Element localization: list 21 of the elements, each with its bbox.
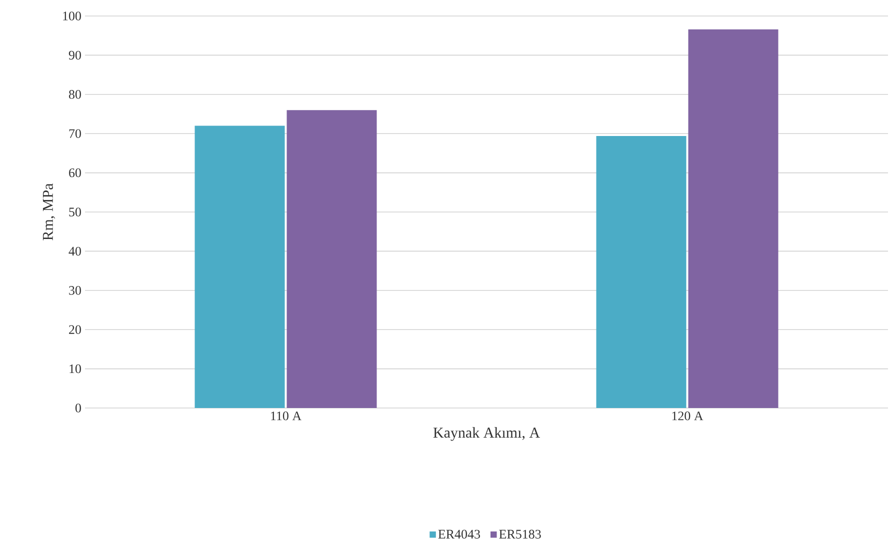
bar (194, 126, 285, 408)
legend-label: ER4043 (438, 530, 480, 539)
y-tick-label: 80 (68, 90, 81, 99)
legend-label: ER5183 (499, 530, 541, 539)
x-axis-title: Kaynak Akımı, A (433, 427, 540, 441)
x-tick-label: 120 A (672, 412, 704, 420)
y-tick-label: 100 (63, 12, 81, 20)
y-tick-label: 90 (68, 50, 81, 60)
bar (596, 136, 686, 408)
y-tick-label: 40 (68, 246, 81, 256)
y-tick-label: 0 (75, 404, 81, 412)
y-tick-label: 50 (69, 208, 81, 216)
y-tick-label: 10 (70, 364, 81, 374)
y-axis-title: Rm, MPa (42, 183, 56, 240)
y-tick-label: 70 (69, 129, 81, 138)
y-tick-label: 30 (69, 286, 81, 295)
y-tick-label: 20 (69, 325, 81, 334)
x-tick-label: 110 A (271, 412, 302, 420)
bar (688, 29, 778, 408)
bar (286, 110, 377, 408)
y-tick-label: 60 (69, 168, 81, 178)
